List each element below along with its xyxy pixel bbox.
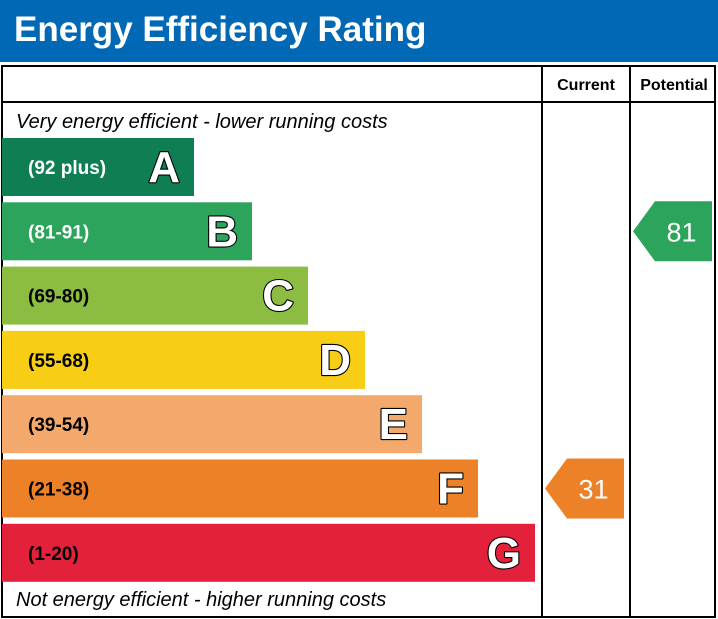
bottom-note: Not energy efficient - higher running co… [16,589,386,611]
band-range-e: (39-54) [28,415,89,436]
current-rating-value: 31 [578,475,608,505]
band-bar-g [2,523,535,582]
band-letter-e: E [379,400,408,449]
current-column-header: Current [557,77,615,94]
header-bar: Energy Efficiency Rating [0,0,718,62]
potential-rating-value: 81 [666,217,696,247]
band-range-f: (21-38) [28,480,89,501]
band-range-c: (69-80) [28,287,89,308]
band-bar-d [2,330,365,389]
band-bar-c [2,266,308,325]
potential-column-header: Potential [640,77,708,94]
band-bar-a [2,138,194,196]
band-bar-e [2,395,422,454]
band-bar-f [2,459,478,518]
rating-indicators: 31 81 [545,201,712,519]
band-range-g: (1-20) [28,544,79,565]
band-bar-b [2,202,252,261]
band-letter-a: A [148,143,180,192]
current-rating-arrow [545,458,624,519]
rating-bands: (92 plus) A (81-91) B (69-80) C (55-68) D (39-54… [2,138,535,582]
top-note: Very energy efficient - lower running co… [16,111,388,133]
band-letter-g: G [487,529,521,578]
band-range-a: (92 plus) [28,158,106,179]
band-letter-c: C [262,272,294,321]
page-title: Energy Efficiency Rating [14,10,427,49]
band-range-d: (55-68) [28,351,89,372]
band-letter-f: F [437,465,464,514]
potential-rating-arrow [633,201,712,262]
band-letter-d: D [319,336,351,385]
band-range-b: (81-91) [28,222,89,243]
band-letter-b: B [206,207,238,256]
